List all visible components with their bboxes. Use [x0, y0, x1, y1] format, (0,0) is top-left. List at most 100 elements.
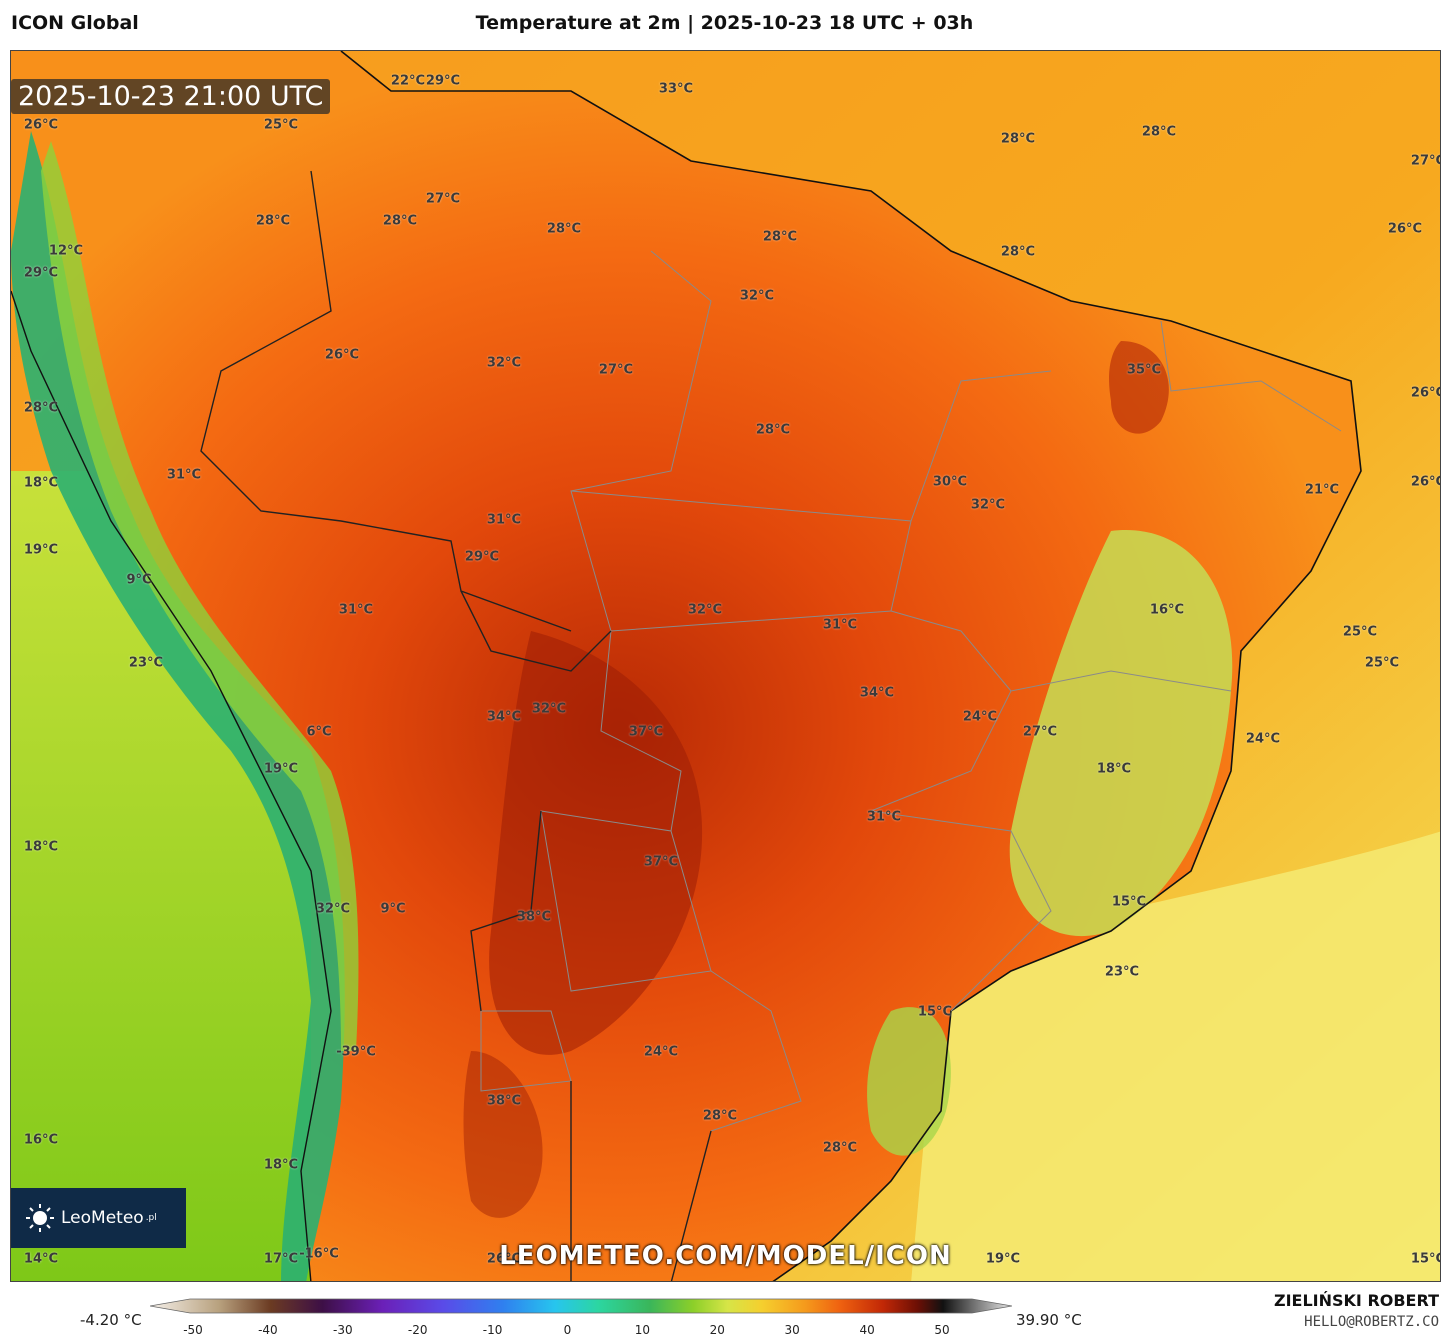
temperature-label: 18°C	[23, 475, 59, 491]
temperature-label: 31°C	[486, 512, 522, 528]
temperature-label: 26°C	[324, 347, 360, 363]
temperature-label: 24°C	[962, 709, 998, 725]
colorbar-tick: -10	[482, 1323, 503, 1337]
temperature-label: 30°C	[932, 474, 968, 490]
temperature-label: 21°C	[1304, 482, 1340, 498]
leometeo-logo[interactable]: LeoMeteo .pl	[11, 1188, 186, 1248]
temperature-label: 32°C	[315, 901, 351, 917]
colorbar-tick: -30	[332, 1323, 353, 1337]
temperature-label: 28°C	[1000, 244, 1036, 260]
colorbar-max-label: 39.90 °C	[1016, 1311, 1082, 1329]
temperature-label: 38°C	[516, 909, 552, 925]
temperature-label: 27°C	[598, 362, 634, 378]
temperature-label: 15°C	[1111, 894, 1147, 910]
temperature-label: 26°C	[486, 1251, 522, 1267]
temperature-label: 32°C	[531, 701, 567, 717]
temperature-label: 15°C	[1410, 1251, 1440, 1267]
temperature-label: 17°C	[263, 1251, 299, 1267]
colorbar-tick: 10	[634, 1323, 651, 1337]
temperature-label: 28°C	[546, 221, 582, 237]
sun-icon	[26, 1204, 54, 1232]
temperature-label: 28°C	[1000, 131, 1036, 147]
colorbar-tick: 0	[563, 1323, 572, 1337]
temperature-label: 28°C	[755, 422, 791, 438]
temperature-label: 9°C	[126, 572, 152, 588]
temperature-label: 37°C	[643, 854, 679, 870]
temperature-label: 24°C	[1245, 731, 1281, 747]
temperature-label: 32°C	[687, 602, 723, 618]
temperature-label: 27°C	[425, 191, 461, 207]
map-background	[11, 51, 1440, 1281]
temperature-label: 18°C	[23, 839, 59, 855]
temperature-label: 35°C	[1126, 362, 1162, 378]
temperature-label: 9°C	[380, 901, 406, 917]
colorbar-tick: 40	[859, 1323, 875, 1337]
logo-text: LeoMeteo	[61, 1208, 144, 1228]
website-watermark: LEOMETEO.COM/MODEL/ICON	[499, 1241, 952, 1271]
logo-suffix: .pl	[145, 1213, 157, 1223]
temperature-label: 24°C	[643, 1044, 679, 1060]
colorbar-tick: -50	[183, 1323, 203, 1337]
temperature-label: 12°C	[48, 243, 84, 259]
temperature-label: 6°C	[306, 724, 332, 740]
temperature-label: 25°C	[263, 117, 299, 133]
temperature-label: 29°C	[23, 265, 59, 281]
temperature-label: 31°C	[822, 617, 858, 633]
temperature-label: 34°C	[486, 709, 522, 725]
temperature-label: 18°C	[263, 1157, 299, 1173]
temperature-label: 28°C	[702, 1108, 738, 1124]
temperature-label: 29°C	[464, 549, 500, 565]
temperature-label: 28°C	[1141, 124, 1177, 140]
temperature-label: 38°C	[486, 1093, 522, 1109]
temperature-label: 28°C	[382, 213, 418, 229]
header-bar: ICON Global Temperature at 2m | 2025-10-…	[0, 0, 1449, 48]
temperature-label: 33°C	[658, 81, 694, 97]
temperature-label: 26°C	[1410, 474, 1440, 490]
colorbar-tick: -20	[407, 1323, 428, 1337]
author-name: ZIELIŃSKI ROBERT	[1273, 1291, 1439, 1310]
temperature-label: 31°C	[866, 809, 902, 825]
author-email[interactable]: HELLO@ROBERTZ.CO	[1304, 1314, 1439, 1330]
model-name: ICON Global	[11, 12, 139, 34]
temperature-label: 32°C	[739, 288, 775, 304]
temperature-label: 22°C	[390, 73, 426, 89]
temperature-label: 26°C	[23, 117, 59, 133]
temperature-label: -39°C	[336, 1044, 376, 1060]
temperature-label: 32°C	[970, 497, 1006, 513]
temperature-label: 19°C	[263, 761, 299, 777]
colorbar-scale	[150, 1298, 1012, 1314]
temperature-label: 32°C	[486, 355, 522, 371]
temperature-label: 31°C	[338, 602, 374, 618]
temperature-label: 28°C	[23, 400, 59, 416]
temperature-label: 29°C	[425, 73, 461, 89]
temperature-label: 26°C	[1410, 385, 1440, 401]
temperature-label: 16°C	[23, 1132, 59, 1148]
temperature-label: 26°C	[1387, 221, 1423, 237]
colorbar-tick: 30	[784, 1323, 800, 1337]
temperature-label: 25°C	[1364, 655, 1400, 671]
temperature-label: -16°C	[299, 1246, 339, 1262]
map-title: Temperature at 2m | 2025-10-23 18 UTC + …	[475, 12, 974, 34]
temperature-label: 31°C	[166, 467, 202, 483]
temperature-label: 27°C	[1410, 153, 1440, 169]
colorbar-min-label: -4.20 °C	[80, 1311, 142, 1329]
timestamp-badge: 2025-10-23 21:00 UTC	[11, 79, 331, 114]
colorbar-tick: -40	[258, 1323, 278, 1337]
temperature-label: 15°C	[917, 1004, 953, 1020]
temperature-map[interactable]: 2025-10-23 21:00 UTC 22°C 29°C 33°C 26°C 25°…	[10, 50, 1441, 1282]
temperature-label: 34°C	[859, 685, 895, 701]
temperature-label: 16°C	[1149, 602, 1185, 618]
colorbar-tick: 50	[934, 1323, 950, 1337]
temperature-label: 27°C	[1022, 724, 1058, 740]
temperature-label: 37°C	[628, 724, 664, 740]
temperature-label: 18°C	[1096, 761, 1132, 777]
colorbar-tick: 20	[709, 1323, 725, 1337]
temperature-label: 28°C	[762, 229, 798, 245]
temperature-label: 28°C	[255, 213, 291, 229]
temperature-label: 23°C	[1104, 964, 1140, 980]
temperature-label: 19°C	[985, 1251, 1021, 1267]
temperature-label: 23°C	[128, 655, 164, 671]
temperature-label: 19°C	[23, 542, 59, 558]
temperature-label: 14°C	[23, 1251, 59, 1267]
temperature-label: 25°C	[1342, 624, 1378, 640]
